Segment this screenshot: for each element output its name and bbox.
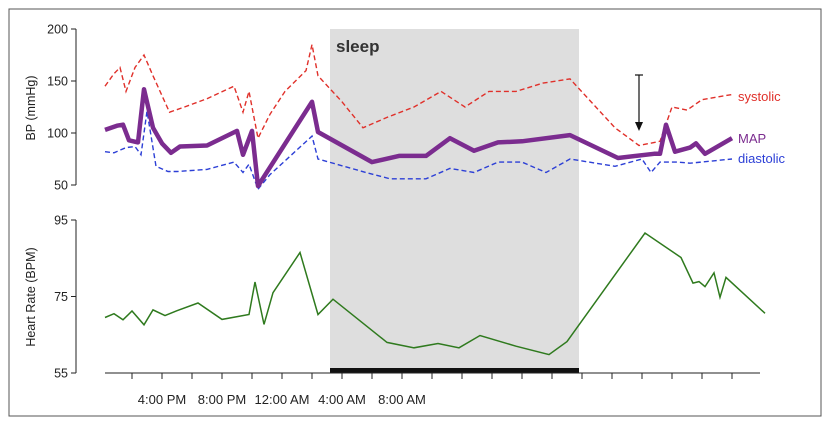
x-tick-label: 8:00 PM: [198, 392, 246, 407]
series-systolic-line: [104, 44, 733, 147]
x-tick-label: 4:00 AM: [318, 392, 366, 407]
x-tick-label: 12:00 AM: [255, 392, 310, 407]
x-tick-label: 8:00 AM: [378, 392, 426, 407]
hr-y-tick-label: 95: [54, 214, 68, 228]
x-axis-ticks: 4:00 PM 8:00 PM 12:00 AM 4:00 AM 8:00 AM: [131, 373, 733, 407]
annotation-arrow: [635, 74, 643, 131]
bp-y-ticks: 50 100 150 200: [47, 23, 76, 193]
legend-diastolic: diastolic: [738, 151, 785, 166]
hr-y-axis-label: Heart Rate (BPM): [24, 247, 38, 346]
sleep-band: [330, 29, 579, 371]
series-map-line: [104, 87, 734, 189]
hr-y-ticks: 55 75 95: [54, 214, 76, 381]
bp-y-tick-label: 100: [47, 127, 68, 141]
bp-y-tick-label: 200: [47, 23, 68, 37]
series-heart-rate-line: [104, 231, 766, 356]
bp-y-axis-label: BP (mmHg): [24, 75, 38, 140]
sleep-label: sleep: [336, 37, 379, 56]
bp-y-tick-label: 50: [54, 179, 68, 193]
series-diastolic-line: [104, 111, 733, 191]
legend-map: MAP: [738, 131, 766, 146]
legend-systolic: systolic: [738, 89, 781, 104]
sleep-period-bar: [330, 368, 579, 373]
bp-y-tick-label: 150: [47, 75, 68, 89]
hr-y-tick-label: 75: [54, 290, 68, 304]
hr-y-tick-label: 55: [54, 367, 68, 381]
x-tick-label: 4:00 PM: [138, 392, 186, 407]
